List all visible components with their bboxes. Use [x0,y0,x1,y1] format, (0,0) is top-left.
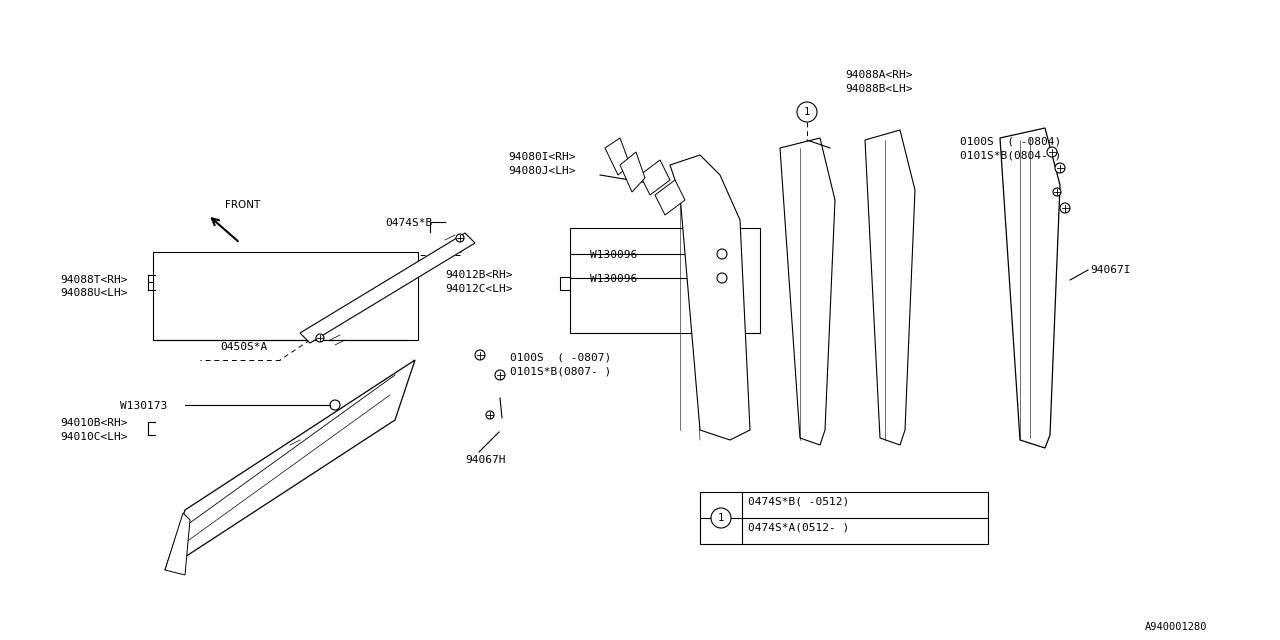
Text: 0100S  ( -0804): 0100S ( -0804) [960,136,1061,146]
Polygon shape [640,160,669,195]
Polygon shape [1000,128,1060,448]
Text: 94080J<LH>: 94080J<LH> [508,166,576,176]
Text: 0450S*A: 0450S*A [220,342,268,352]
Circle shape [316,334,324,342]
Text: 94088B<LH>: 94088B<LH> [845,84,913,94]
Text: 94067H: 94067H [465,455,506,465]
Text: 94010C<LH>: 94010C<LH> [60,432,128,442]
Text: 1: 1 [804,107,810,117]
Text: 94088U<LH>: 94088U<LH> [60,288,128,298]
Polygon shape [165,513,189,575]
Text: W130096: W130096 [590,274,637,284]
Polygon shape [605,138,630,175]
Text: 1: 1 [718,513,724,523]
Text: 0474S*B( -0512): 0474S*B( -0512) [748,497,849,507]
Text: 0101S*B(0807- ): 0101S*B(0807- ) [509,366,612,376]
Text: 94012B<RH>: 94012B<RH> [445,270,512,280]
Polygon shape [300,233,475,343]
Circle shape [486,411,494,419]
Text: 94080I<RH>: 94080I<RH> [508,152,576,162]
Text: A940001280: A940001280 [1146,622,1207,632]
Text: 94088A<RH>: 94088A<RH> [845,70,913,80]
Circle shape [1055,163,1065,173]
Circle shape [456,234,465,242]
Text: 94088T<RH>: 94088T<RH> [60,275,128,285]
Polygon shape [655,180,685,215]
Circle shape [495,370,506,380]
Polygon shape [780,138,835,445]
Text: 0474S*B: 0474S*B [385,218,433,228]
Text: 94067I: 94067I [1091,265,1130,275]
Circle shape [1053,188,1061,196]
Bar [700,492,988,544]
Text: 94010B<RH>: 94010B<RH> [60,418,128,428]
Circle shape [1047,147,1057,157]
Circle shape [710,508,731,528]
Bar [570,228,760,333]
Text: W130096: W130096 [590,250,637,260]
Circle shape [1060,203,1070,213]
Polygon shape [669,155,750,440]
Polygon shape [620,152,645,192]
Circle shape [797,102,817,122]
Circle shape [475,350,485,360]
Bar [154,252,419,340]
Polygon shape [865,130,915,445]
Text: 0100S  ( -0807): 0100S ( -0807) [509,352,612,362]
Text: 0101S*B(0804- ): 0101S*B(0804- ) [960,150,1061,160]
Text: 0474S*A(0512- ): 0474S*A(0512- ) [748,523,849,533]
Polygon shape [165,360,415,570]
Text: 94012C<LH>: 94012C<LH> [445,284,512,294]
Text: FRONT: FRONT [225,200,260,210]
Text: W130173: W130173 [120,401,168,411]
